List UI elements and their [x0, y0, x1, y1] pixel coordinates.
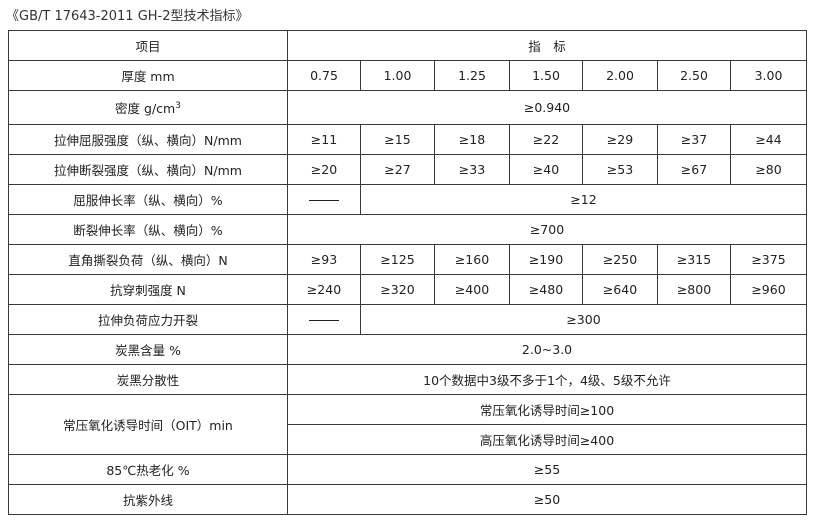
row-label: 炭黑分散性	[8, 364, 288, 395]
row-label: 屈服伸长率（纵、横向）%	[8, 184, 288, 215]
cell: ≥67	[657, 154, 731, 185]
superscript: 3	[175, 100, 181, 111]
cell: 1.50	[509, 60, 583, 91]
cell: ≥44	[729, 124, 808, 155]
cell-dash	[287, 304, 361, 335]
table-row: 抗紫外线 ≥50	[8, 484, 808, 515]
cell: ≥12	[359, 184, 808, 215]
cell: ≥125	[360, 244, 435, 275]
spec-table: 项目 指 标 厚度 mm 0.75 1.00 1.25 1.50 2.00 2.50 3.00…	[8, 30, 808, 515]
cell: 0.75	[287, 60, 361, 91]
cell: ≥800	[657, 274, 731, 305]
cell: 3.00	[729, 60, 808, 91]
cell: ≥480	[509, 274, 583, 305]
cell: ≥960	[729, 274, 808, 305]
row-label: 抗紫外线	[8, 484, 288, 515]
cell: 1.00	[360, 60, 435, 91]
cell: ≥80	[729, 154, 808, 185]
row-label: 拉伸屈服强度（纵、横向）N/mm	[8, 124, 288, 155]
table-row: 高压氧化诱导时间≥400	[9, 424, 808, 455]
row-label: 厚度 mm	[8, 60, 288, 91]
table-row: 炭黑含量 % 2.0~3.0	[8, 334, 808, 365]
density-label: 密度 g/cm	[115, 101, 176, 116]
cell: 10个数据中3级不多于1个，4级、5级不允许	[286, 364, 808, 395]
cell: ≥700	[286, 214, 808, 245]
cell: ≥11	[287, 124, 361, 155]
cell: ≥250	[582, 244, 658, 275]
document-title: 《GB/T 17643-2011 GH-2型技术指标》	[6, 9, 249, 24]
cell: ≥240	[287, 274, 361, 305]
cell: ≥93	[287, 244, 361, 275]
cell: ≥315	[657, 244, 731, 275]
table-row: 断裂伸长率（纵、横向）% ≥700	[8, 214, 808, 245]
header-spec: 指 标	[286, 30, 808, 61]
cell: ≥15	[360, 124, 435, 155]
cell: ≥40	[509, 154, 583, 185]
row-label: 炭黑含量 %	[8, 334, 288, 365]
dash	[309, 200, 339, 201]
table-row: 屈服伸长率（纵、横向）% ≥12	[8, 184, 808, 215]
dash	[309, 320, 339, 321]
cell: ≥375	[729, 244, 808, 275]
table-row: 拉伸负荷应力开裂 ≥300	[8, 304, 808, 335]
table-row: 厚度 mm 0.75 1.00 1.25 1.50 2.00 2.50 3.00	[8, 60, 808, 91]
row-label: 85℃热老化 %	[8, 454, 288, 485]
cell: 2.50	[657, 60, 731, 91]
cell: ≥33	[434, 154, 510, 185]
cell: ≥400	[434, 274, 510, 305]
row-label: 断裂伸长率（纵、横向）%	[8, 214, 288, 245]
table-row: 抗穿刺强度 N ≥240 ≥320 ≥400 ≥480 ≥640 ≥800 ≥960	[8, 274, 808, 305]
cell: ≥0.940	[286, 90, 808, 125]
header-row: 项目 指 标	[8, 30, 808, 61]
row-label: 直角撕裂负荷（纵、横向）N	[8, 244, 288, 275]
cell: ≥37	[657, 124, 731, 155]
cell: ≥27	[360, 154, 435, 185]
cell: ≥50	[286, 484, 808, 515]
row-label: 常压氧化诱导时间（OIT）min	[8, 394, 288, 455]
cell: ≥18	[434, 124, 510, 155]
table-row: 炭黑分散性 10个数据中3级不多于1个，4级、5级不允许	[8, 364, 808, 395]
row-label: 拉伸负荷应力开裂	[8, 304, 288, 335]
table-row: 拉伸屈服强度（纵、横向）N/mm ≥11 ≥15 ≥18 ≥22 ≥29 ≥37 ≥44	[8, 124, 808, 155]
cell: 高压氧化诱导时间≥400	[286, 424, 808, 455]
cell: 2.0~3.0	[286, 334, 808, 365]
cell: ≥53	[582, 154, 658, 185]
cell: ≥160	[434, 244, 510, 275]
cell: ≥20	[287, 154, 361, 185]
table-row: 密度 g/cm3 ≥0.940	[8, 90, 808, 125]
table-row: 常压氧化诱导时间（OIT）min 常压氧化诱导时间≥100	[8, 394, 808, 455]
cell: ≥22	[509, 124, 583, 155]
row-label: 密度 g/cm3	[8, 90, 288, 125]
cell: ≥190	[509, 244, 583, 275]
cell: ≥640	[582, 274, 658, 305]
cell: 常压氧化诱导时间≥100	[286, 394, 808, 425]
cell: ≥29	[582, 124, 658, 155]
header-item: 项目	[8, 30, 288, 61]
row-label: 抗穿刺强度 N	[8, 274, 288, 305]
cell: 1.25	[434, 60, 510, 91]
table-row: 拉伸断裂强度（纵、横向）N/mm ≥20 ≥27 ≥33 ≥40 ≥53 ≥67 ≥80	[8, 154, 808, 185]
table-row: 85℃热老化 % ≥55	[8, 454, 808, 485]
row-label: 拉伸断裂强度（纵、横向）N/mm	[8, 154, 288, 185]
cell: ≥320	[360, 274, 435, 305]
table-row: 直角撕裂负荷（纵、横向）N ≥93 ≥125 ≥160 ≥190 ≥250 ≥315 ≥375	[8, 244, 808, 275]
cell: ≥300	[359, 304, 808, 335]
cell-dash	[287, 184, 361, 215]
cell: 2.00	[582, 60, 658, 91]
cell: ≥55	[286, 454, 808, 485]
